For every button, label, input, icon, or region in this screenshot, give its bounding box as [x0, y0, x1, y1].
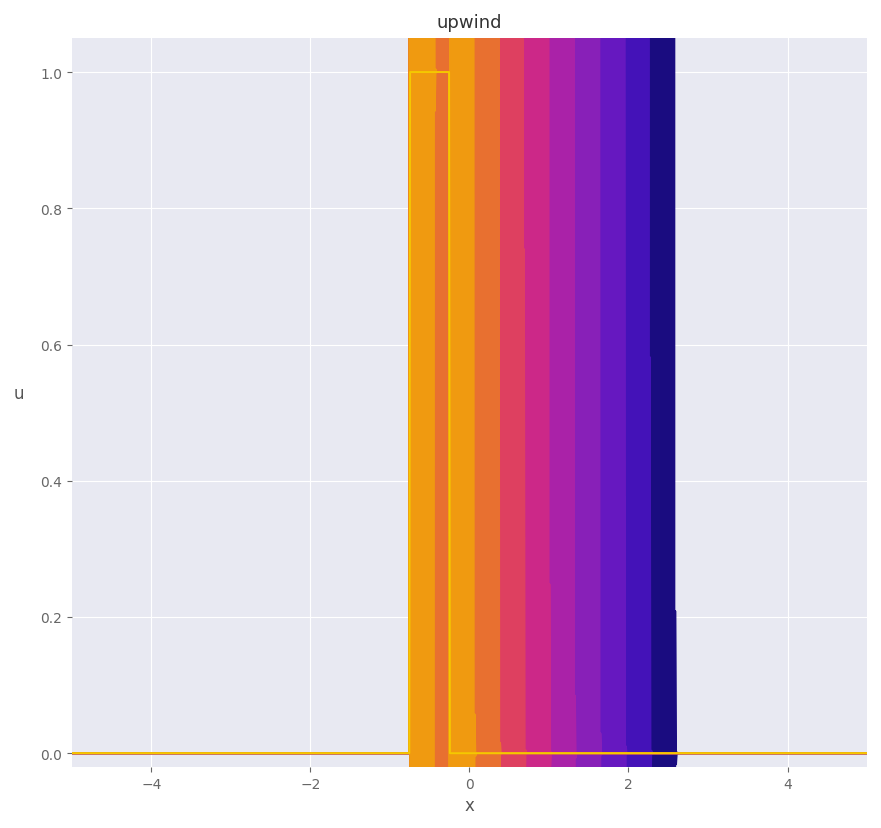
X-axis label: x: x: [464, 797, 474, 814]
Title: upwind: upwind: [437, 14, 502, 31]
Y-axis label: u: u: [14, 385, 25, 403]
